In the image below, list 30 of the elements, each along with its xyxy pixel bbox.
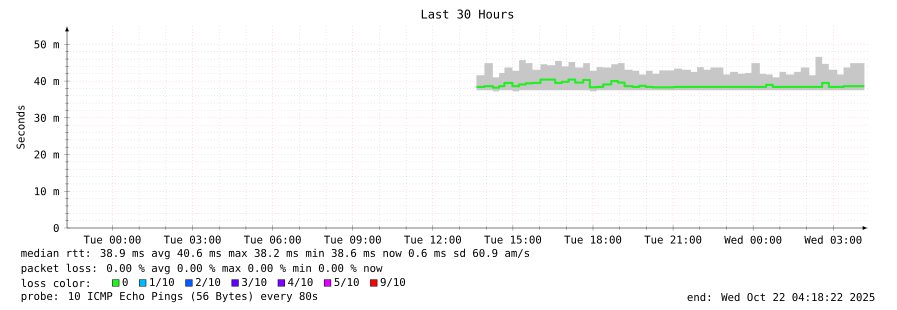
x-tick-label: Tue 06:00 — [244, 236, 301, 244]
x-tick-label: Tue 00:00 — [84, 236, 141, 244]
text: median rtt: 38.9 ms avg 40.6 ms max 38.2 ms min 38.6 ms now 0.6 ms sd 60.9 am/s — [21, 248, 530, 260]
y-tick-label: 20 m — [34, 150, 59, 159]
legend-label: 1/10 — [150, 278, 174, 287]
legend-title: loss color: — [22, 278, 89, 288]
y-tick-label: 50 m — [34, 40, 59, 48]
y-tick-label: 0 — [54, 224, 59, 232]
y-tick-label: 10 m — [35, 187, 59, 196]
legend-label: 0 — [122, 278, 128, 286]
x-tick-label: Tue 09:00 — [324, 236, 381, 244]
legend-label: 9/10 — [380, 278, 406, 287]
text: packet loss: 0.00 % avg 0.00 % max 0.00 % min 0.00 % now — [22, 264, 382, 274]
legend-label: 5/10 — [334, 278, 359, 287]
legend-label: 3/10 — [242, 278, 266, 287]
legend-label: 4/10 — [288, 278, 313, 287]
legend-label: 2/10 — [196, 278, 220, 287]
x-tick-label: Tue 18:00 — [564, 236, 622, 244]
y-tick-label: 30 m — [34, 114, 59, 122]
x-tick-label: Tue 15:00 — [484, 236, 542, 244]
text: probe: 10 ICMP Echo Pings (56 Bytes) every 80s — [22, 292, 318, 302]
x-tick-label: Tue 12:00 — [404, 236, 461, 244]
x-tick-label: Wed 00:00 — [724, 236, 782, 244]
y-axis-title: Seconds — [16, 106, 25, 149]
chart-title: Last 30 Hours — [422, 10, 514, 19]
x-tick-label: Tue 21:00 — [644, 236, 702, 244]
x-tick-label: Tue 03:00 — [164, 236, 221, 244]
text: end: Wed Oct 22 04:18:22 2025 — [688, 292, 874, 302]
x-tick-label: Wed 03:00 — [804, 236, 862, 244]
y-tick-label: 40 m — [34, 77, 59, 86]
